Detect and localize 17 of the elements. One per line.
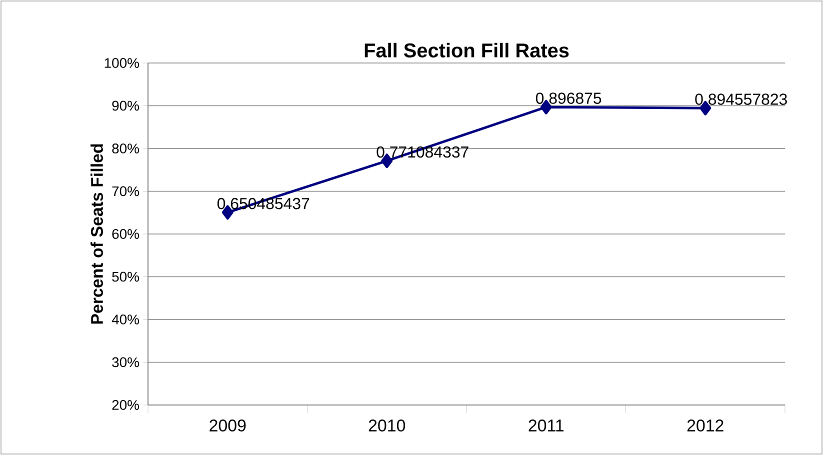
y-tick-label: 20% [112, 400, 139, 410]
y-tick-label: 60% [112, 229, 139, 239]
y-tick-label: 70% [112, 186, 139, 196]
data-label: 0.894557823 [695, 94, 787, 105]
data-label: 0.896875 [536, 92, 602, 104]
y-tick-label: 80% [112, 144, 139, 154]
y-tick-label: 100% [104, 58, 139, 68]
x-tick-label: 2011 [528, 420, 564, 432]
y-tick-label: 30% [112, 357, 139, 368]
y-tick-label: 50% [112, 272, 139, 282]
x-tick-label: 2010 [368, 420, 406, 432]
y-axis-title: Percent of Seats Filled [90, 144, 103, 324]
x-tick-label: 2012 [687, 420, 724, 432]
y-tick-label: 40% [112, 314, 139, 324]
x-tick-label: 2009 [210, 420, 246, 432]
chart-title: Fall Section Fill Rates [364, 42, 569, 58]
y-tick-label: 90% [112, 100, 139, 111]
